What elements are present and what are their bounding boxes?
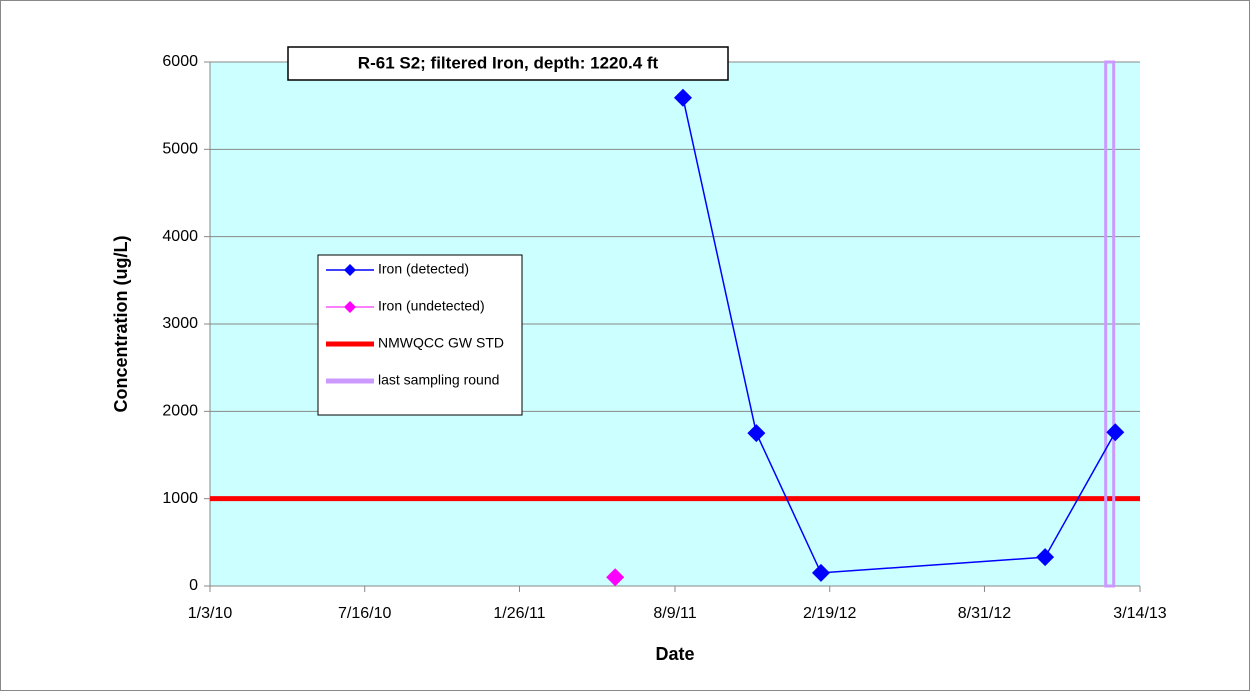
x-tick-label: 7/16/10 [338,605,391,622]
x-tick-label: 2/19/12 [803,605,856,622]
y-tick-label: 0 [189,577,198,594]
title-box [287,46,729,81]
y-tick-label: 1000 [162,490,198,507]
legend [317,254,523,416]
y-axis-title: Concentration (ug/L) [111,236,131,413]
x-tick-label: 8/9/11 [653,605,696,622]
x-tick-label: 8/31/12 [958,605,1011,622]
data-point [1106,423,1125,442]
y-tick-label: 3000 [162,315,198,332]
y-tick-label: 2000 [162,403,198,420]
y-tick-label: 6000 [162,53,198,70]
x-tick-label: 3/14/13 [1113,605,1166,622]
legend-label: NMWQCC GW STD [378,335,504,351]
data-point [747,424,766,443]
x-axis-title: Date [655,644,694,664]
data-point [606,568,625,587]
legend-label: last sampling round [378,372,499,388]
legend-label: Iron (undetected) [378,298,485,314]
x-tick-label: 1/26/11 [493,605,545,622]
last-round-line [1104,60,1116,588]
data-point [1036,548,1055,567]
legend-label: Iron (detected) [378,261,469,277]
chart-title: R-61 S2; filtered Iron, depth: 1220.4 ft [358,53,659,72]
y-tick-label: 4000 [162,228,198,245]
data-point [673,88,692,107]
legend-swatch [344,264,356,276]
data-point [811,563,830,582]
x-tick-label: 1/3/10 [188,605,233,622]
y-tick-label: 5000 [162,141,198,158]
